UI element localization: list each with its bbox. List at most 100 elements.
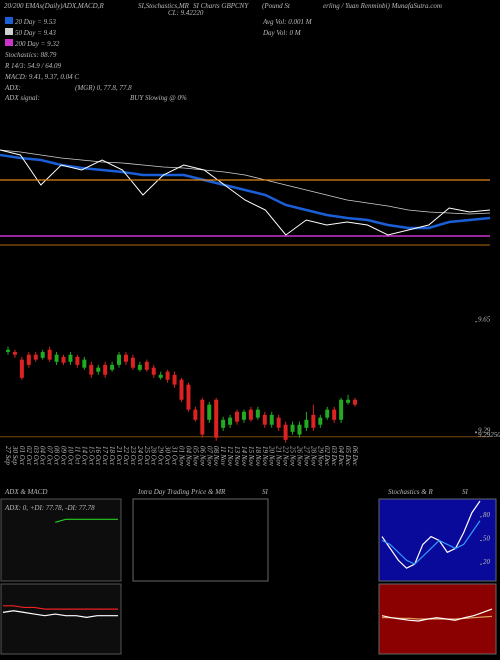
- candle-body: [12, 351, 17, 355]
- chart-title: SI Charts GBPCNY: [193, 2, 249, 10]
- candle-body: [255, 409, 260, 418]
- y-tick-label: 9.29250: [478, 431, 500, 439]
- x-tick-label: 02 Dec: [323, 446, 331, 467]
- candle-body: [193, 409, 198, 420]
- x-tick-label: 15 Oct: [87, 446, 95, 466]
- line-series: [381, 608, 493, 622]
- candle-body: [262, 414, 267, 425]
- x-tick-label: 02 Oct: [25, 446, 33, 466]
- x-tick-label: 14 Oct: [80, 446, 88, 466]
- candle-body: [304, 419, 309, 428]
- candle-body: [200, 399, 205, 435]
- x-tick-label: 13 Nov: [233, 446, 241, 467]
- x-tick-label: 06 Nov: [198, 446, 206, 467]
- stat-label: MACD: 9.41, 9.37, 0.04 C: [4, 73, 79, 81]
- candle-body: [123, 354, 128, 362]
- line-series: [381, 500, 481, 569]
- legend-swatch: [5, 17, 13, 24]
- x-tick-label: 22 Oct: [122, 446, 130, 466]
- line-series: [381, 520, 481, 565]
- candle-body: [248, 409, 253, 420]
- x-tick-label: 30 Oct: [164, 445, 172, 466]
- line-series: [0, 149, 491, 236]
- candle-body: [82, 359, 87, 368]
- panel-annotation: ADX: 0, +DI: 77.78, -DI: 77.78: [4, 504, 95, 512]
- x-tick-label: 10 Oct: [66, 446, 74, 466]
- chart-title: SI: [262, 488, 269, 496]
- candle-body: [228, 417, 233, 425]
- chart-title: SI,Stochastics,MR: [138, 2, 190, 10]
- x-tick-label: 07 Nov: [205, 446, 213, 467]
- legend-swatch: [5, 39, 13, 46]
- adx-label: ADX:: [4, 84, 21, 92]
- line-series: [3, 605, 118, 610]
- close-label: CL: 9.42220: [168, 9, 204, 17]
- volume-label: Day Vol: 0 M: [262, 29, 302, 37]
- x-tick-label: 11 Nov: [219, 446, 227, 466]
- candle-body: [6, 349, 10, 352]
- y-tick-label: 9.65: [478, 316, 491, 324]
- candle-body: [158, 374, 163, 378]
- candle-body: [137, 364, 142, 370]
- adx-panel: [0, 498, 122, 582]
- candle-body: [207, 404, 212, 420]
- x-tick-label: 21 Nov: [275, 446, 283, 467]
- stat-label: R 14/3: 54.9 / 64.09: [4, 62, 61, 70]
- intraday-panel: [132, 498, 269, 582]
- x-tick-label: 03 Oct: [32, 446, 40, 466]
- candle-body: [179, 379, 184, 400]
- candle-body: [110, 364, 115, 370]
- x-tick-label: 27 Nov: [302, 446, 310, 467]
- macd-panel: [0, 583, 122, 655]
- x-tick-label: 01 Nov: [178, 446, 186, 467]
- chart-title: 20/200 EMAs(Daily)ADX,MACD,R: [4, 2, 104, 10]
- chart-title: SI: [462, 488, 469, 496]
- candle-body: [311, 414, 316, 428]
- x-tick-label: 18 Nov: [254, 446, 262, 467]
- line-series: [0, 153, 491, 230]
- x-tick-label: 31 Oct: [171, 445, 179, 466]
- x-tick-label: 16 Oct: [94, 446, 102, 466]
- candle-body: [172, 374, 177, 385]
- x-tick-label: 04 Oct: [39, 446, 47, 466]
- y-tick-label: 50: [483, 535, 491, 543]
- y-tick-label: 80: [483, 511, 491, 519]
- x-tick-label: 04 Dec: [337, 446, 345, 467]
- x-tick-label: 20 Nov: [268, 446, 276, 467]
- x-tick-label: 01 Oct: [18, 446, 26, 466]
- x-tick-label: 23 Oct: [129, 446, 137, 466]
- candle-body: [186, 384, 191, 410]
- candle-body: [33, 354, 38, 360]
- candle-body: [332, 409, 337, 420]
- candle-body: [151, 367, 156, 375]
- candle-body: [26, 354, 31, 365]
- candle-body: [117, 354, 122, 365]
- legend-label: 20 Day = 9.53: [15, 18, 56, 26]
- x-tick-label: 06 Dec: [351, 446, 359, 467]
- x-tick-label: 28 Nov: [309, 446, 317, 467]
- x-tick-label: 15 Nov: [247, 446, 255, 467]
- x-tick-label: 12 Nov: [226, 446, 234, 467]
- volume-label: Avg Vol: 0.001 M: [262, 18, 313, 26]
- panel-title: ADX & MACD: [4, 488, 47, 496]
- x-tick-label: 29 Nov: [316, 446, 324, 467]
- x-tick-label: 26 Nov: [295, 446, 303, 467]
- candle-body: [19, 359, 24, 378]
- x-tick-label: 21 Oct: [115, 446, 123, 466]
- x-tick-label: 07 Oct: [46, 446, 54, 466]
- candle-body: [325, 409, 330, 418]
- candle-body: [290, 424, 295, 432]
- candle-body: [297, 424, 302, 435]
- candle-body: [144, 361, 149, 370]
- adx-label: ADX signal:: [4, 94, 40, 102]
- line-series: [0, 149, 491, 215]
- x-tick-label: 05 Nov: [191, 446, 199, 467]
- adx-label: (MGR) 0, 77.8, 77.8: [75, 84, 132, 92]
- candle-body: [130, 357, 135, 368]
- candle-body: [346, 399, 351, 403]
- candle-body: [283, 424, 288, 440]
- stat-label: Stochastics: 88.79: [5, 51, 57, 59]
- candle-body: [353, 399, 357, 405]
